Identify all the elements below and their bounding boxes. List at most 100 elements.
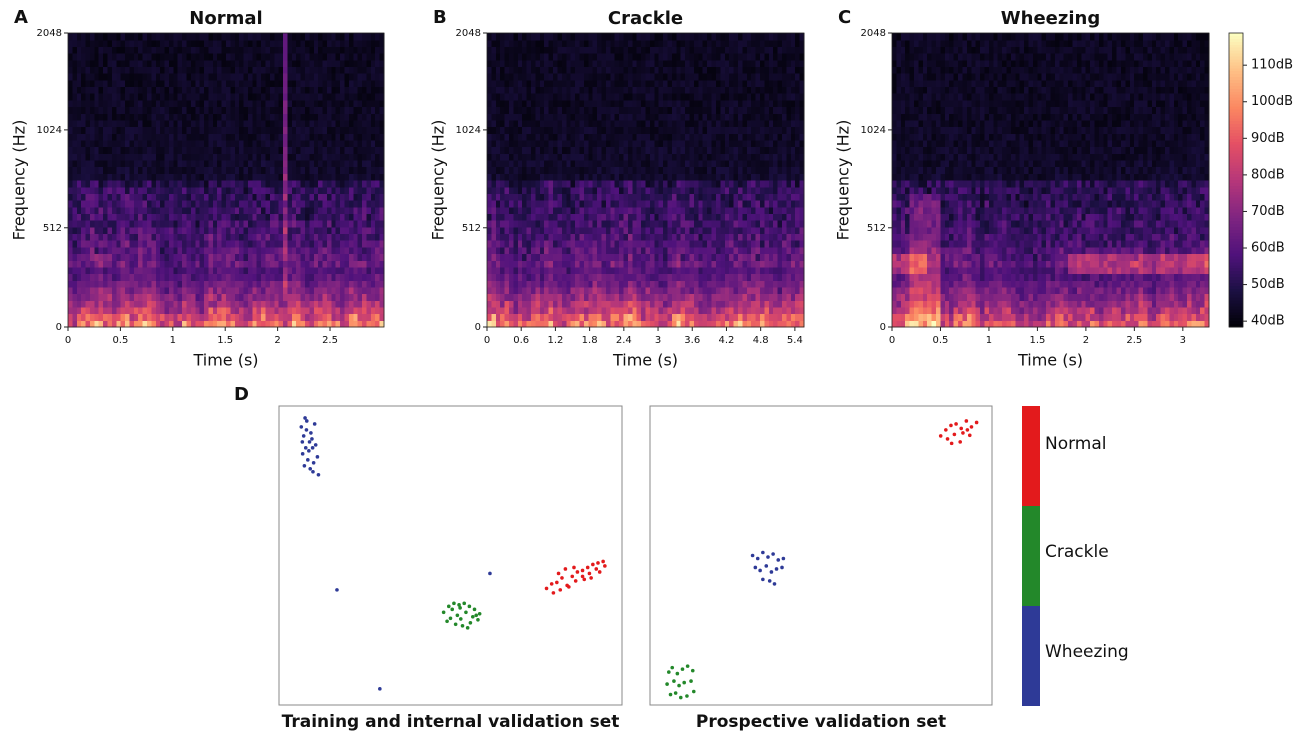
spectrogram-cell	[513, 220, 518, 227]
spectrogram-cell	[129, 294, 134, 301]
spectrogram-cell	[108, 220, 113, 227]
spectrogram-cell	[553, 113, 558, 120]
spectrogram-cell	[187, 133, 192, 140]
spectrogram-cell	[371, 167, 376, 174]
spectrogram-cell	[500, 93, 505, 100]
spectrogram-cell	[562, 213, 567, 220]
spectrogram-cell	[331, 120, 336, 127]
spectrogram-cell	[169, 173, 174, 180]
spectrogram-cell	[650, 207, 655, 214]
spectrogram-cell	[353, 207, 358, 214]
spectrogram-cell	[513, 133, 518, 140]
spectrogram-cell	[94, 167, 99, 174]
spectrogram-cell	[593, 280, 598, 287]
spectrogram-cell	[327, 233, 332, 240]
spectrogram-cell	[187, 53, 192, 60]
spectrogram-cell	[641, 220, 646, 227]
spectrogram-cell	[173, 133, 178, 140]
spectrogram-cell	[103, 133, 108, 140]
spectrogram-cell	[309, 254, 314, 261]
spectrogram-cell	[301, 180, 306, 187]
spectrogram-cell	[108, 280, 113, 287]
spectrogram-cell	[527, 86, 532, 93]
spectrogram-cell	[623, 207, 628, 214]
spectrogram-cell	[266, 86, 271, 93]
spectrogram-cell	[654, 207, 659, 214]
spectrogram-cell	[200, 314, 205, 321]
spectrogram-cell	[90, 53, 95, 60]
spectrogram-cell	[112, 40, 117, 47]
spectrogram-cell	[147, 320, 152, 327]
spectrogram-cell	[257, 173, 262, 180]
spectrogram-cell	[138, 300, 143, 307]
spectrogram-cell	[151, 320, 156, 327]
spectrogram-cell	[487, 213, 492, 220]
spectrogram-cell	[178, 300, 183, 307]
spectrogram-cell	[169, 46, 174, 53]
spectrogram-cell	[575, 200, 580, 207]
spectrogram-cell	[659, 247, 664, 254]
spectrogram-cell	[244, 167, 249, 174]
spectrogram-cell	[601, 53, 606, 60]
spectrogram-cell	[165, 140, 170, 147]
spectrogram-cell	[314, 33, 319, 40]
spectrogram-cell	[650, 66, 655, 73]
spectrogram-cell	[371, 213, 376, 220]
spectrogram-cell	[619, 294, 624, 301]
spectrogram-cell	[165, 267, 170, 274]
spectrogram-cell	[491, 46, 496, 53]
spectrogram-cell	[182, 80, 187, 87]
spectrogram-cell	[226, 267, 231, 274]
spectrogram-cell	[610, 100, 615, 107]
spectrogram-cell	[597, 100, 602, 107]
spectrogram-cell	[349, 160, 354, 167]
spectrogram-cell	[345, 207, 350, 214]
spectrogram-cell	[366, 60, 371, 67]
spectrogram-cell	[90, 180, 95, 187]
spectrogram-cell	[72, 307, 77, 314]
spectrogram-cell	[208, 93, 213, 100]
spectrogram-cell	[217, 160, 222, 167]
spectrogram-cell	[540, 33, 545, 40]
spectrogram-cell	[579, 267, 584, 274]
spectrogram-cell	[345, 80, 350, 87]
spectrogram-cell	[116, 247, 121, 254]
spectrogram-cell	[549, 120, 554, 127]
spectrogram-cell	[345, 53, 350, 60]
spectrogram-cell	[160, 127, 165, 134]
spectrogram-cell	[72, 113, 77, 120]
spectrogram-cell	[125, 107, 130, 114]
spectrogram-cell	[628, 46, 633, 53]
spectrogram-cell	[353, 280, 358, 287]
spectrogram-cell	[323, 240, 328, 247]
spectrogram-cell	[345, 187, 350, 194]
spectrogram-cell	[191, 180, 196, 187]
spectrogram-cell	[147, 107, 152, 114]
spectrogram-cell	[562, 227, 567, 234]
spectrogram-cell	[496, 207, 501, 214]
spectrogram-cell	[601, 287, 606, 294]
spectrogram-cell	[663, 240, 668, 247]
spectrogram-cell	[557, 294, 562, 301]
spectrogram-cell	[160, 53, 165, 60]
spectrogram-cell	[182, 133, 187, 140]
spectrogram-cell	[314, 113, 319, 120]
spectrogram-cell	[562, 173, 567, 180]
spectrogram-cell	[208, 314, 213, 321]
spectrogram-cell	[116, 320, 121, 327]
spectrogram-cell	[160, 260, 165, 267]
spectrogram-cell	[340, 307, 345, 314]
spectrogram-cell	[619, 193, 624, 200]
spectrogram-cell	[235, 187, 240, 194]
spectrogram-cell	[487, 153, 492, 160]
spectrogram-cell	[610, 140, 615, 147]
spectrogram-cell	[535, 274, 540, 281]
spectrogram-cell	[129, 80, 134, 87]
spectrogram-cell	[518, 173, 523, 180]
spectrogram-cell	[353, 60, 358, 67]
spectrogram-cell	[513, 254, 518, 261]
spectrogram-cell	[571, 66, 576, 73]
spectrogram-cell	[659, 33, 664, 40]
spectrogram-cell	[327, 120, 332, 127]
spectrogram-cell	[641, 180, 646, 187]
